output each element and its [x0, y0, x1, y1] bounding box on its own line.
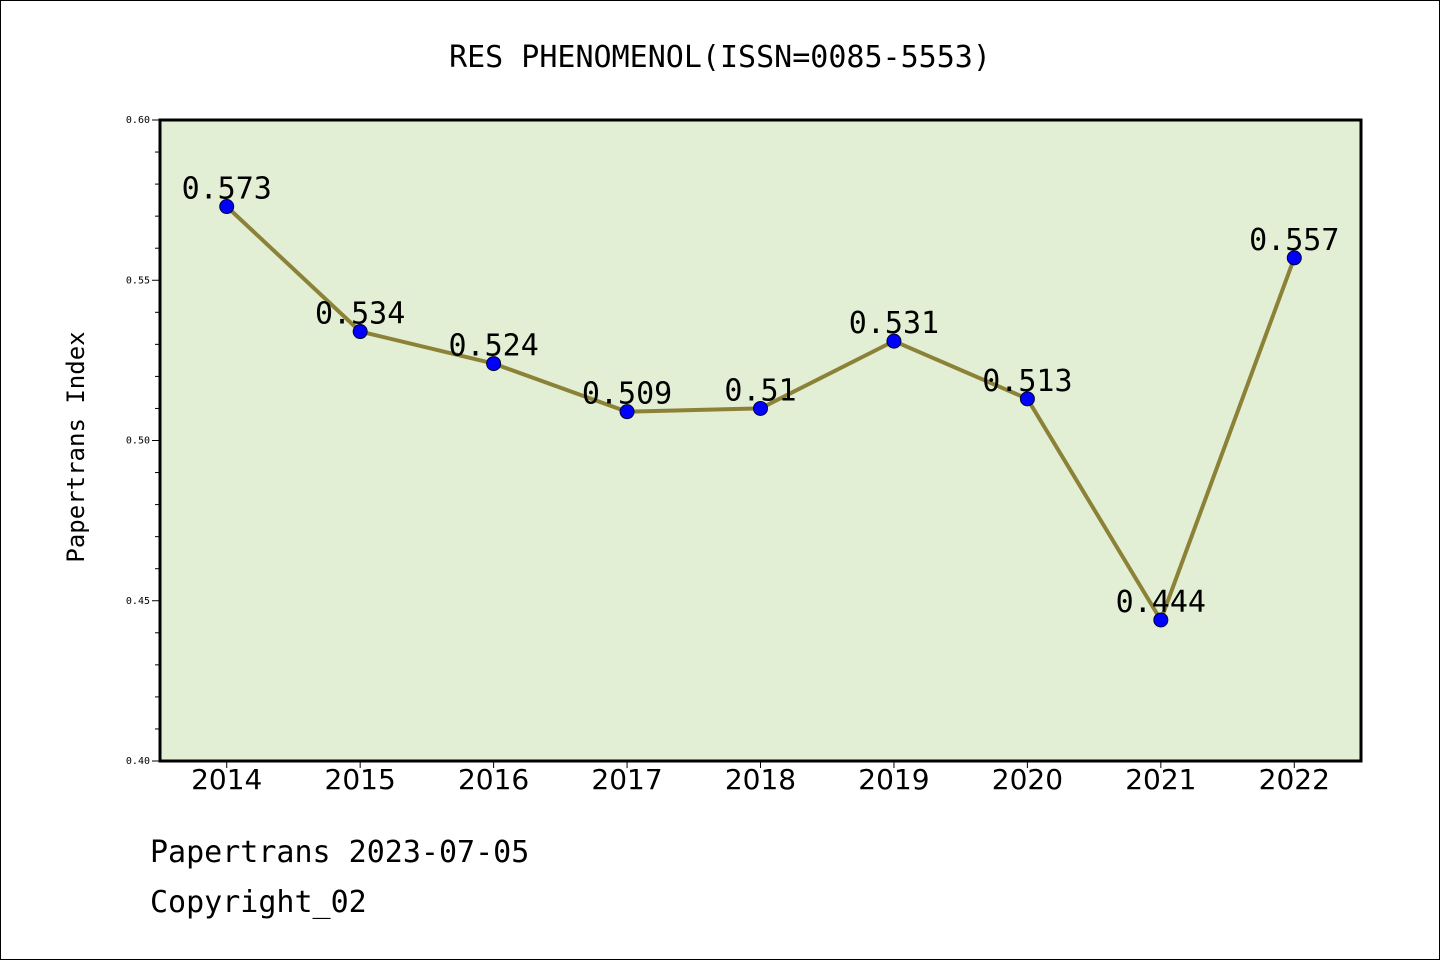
footer-copyright: Copyright_02: [150, 885, 367, 920]
data-label: 0.509: [582, 377, 672, 412]
y-tick-label: 0.50: [126, 436, 150, 447]
x-tick-label: 2021: [1125, 763, 1196, 796]
x-tick-label: 2020: [992, 763, 1063, 796]
y-tick-label: 0.40: [126, 756, 150, 767]
y-axis: 0.40 0.45 0.50 0.55 0.60: [126, 115, 160, 767]
x-tick-label: 2014: [191, 763, 262, 796]
data-point: [1286, 250, 1302, 266]
plot-area: [158, 118, 1363, 763]
data-label: 0.51: [724, 373, 796, 408]
data-label: 0.513: [982, 364, 1072, 399]
data-label: 0.444: [1116, 585, 1206, 620]
data-label: 0.524: [448, 329, 538, 364]
x-tick-label: 2022: [1259, 763, 1330, 796]
x-tick-label: 2019: [858, 763, 929, 796]
data-label: 0.557: [1249, 223, 1339, 258]
data-label: 0.531: [849, 306, 939, 341]
series-papertrans-index: 0.573 0.534 0.524 0.509 0.51 0.531 0.513 0.444 0…: [182, 172, 1339, 628]
data-point: [753, 400, 768, 416]
data-point: [1019, 391, 1035, 407]
data-label: 0.534: [315, 297, 405, 332]
x-tick-label: 2017: [591, 763, 662, 796]
y-tick-label: 0.60: [126, 115, 150, 126]
x-tick-label: 2016: [458, 763, 529, 796]
data-label: 0.573: [182, 172, 272, 207]
data-point: [1153, 612, 1169, 628]
chart-title: RES PHENOMENOL(ISSN=0085-5553): [449, 40, 991, 75]
x-tick-label: 2018: [725, 763, 796, 796]
y-tick-label: 0.55: [126, 275, 150, 286]
y-tick-label: 0.45: [126, 596, 150, 607]
data-point: [219, 199, 235, 215]
data-point: [619, 404, 635, 420]
footer-date: Papertrans 2023-07-05: [150, 835, 530, 870]
x-tick-label: 2015: [325, 763, 396, 796]
data-point: [352, 324, 368, 340]
data-point: [886, 333, 902, 349]
data-point: [486, 356, 502, 372]
x-axis: 2014 2015 2016 2017 2018 2019 2020 2021 2022: [191, 761, 1330, 796]
y-axis-label: Papertrans Index: [62, 331, 90, 562]
